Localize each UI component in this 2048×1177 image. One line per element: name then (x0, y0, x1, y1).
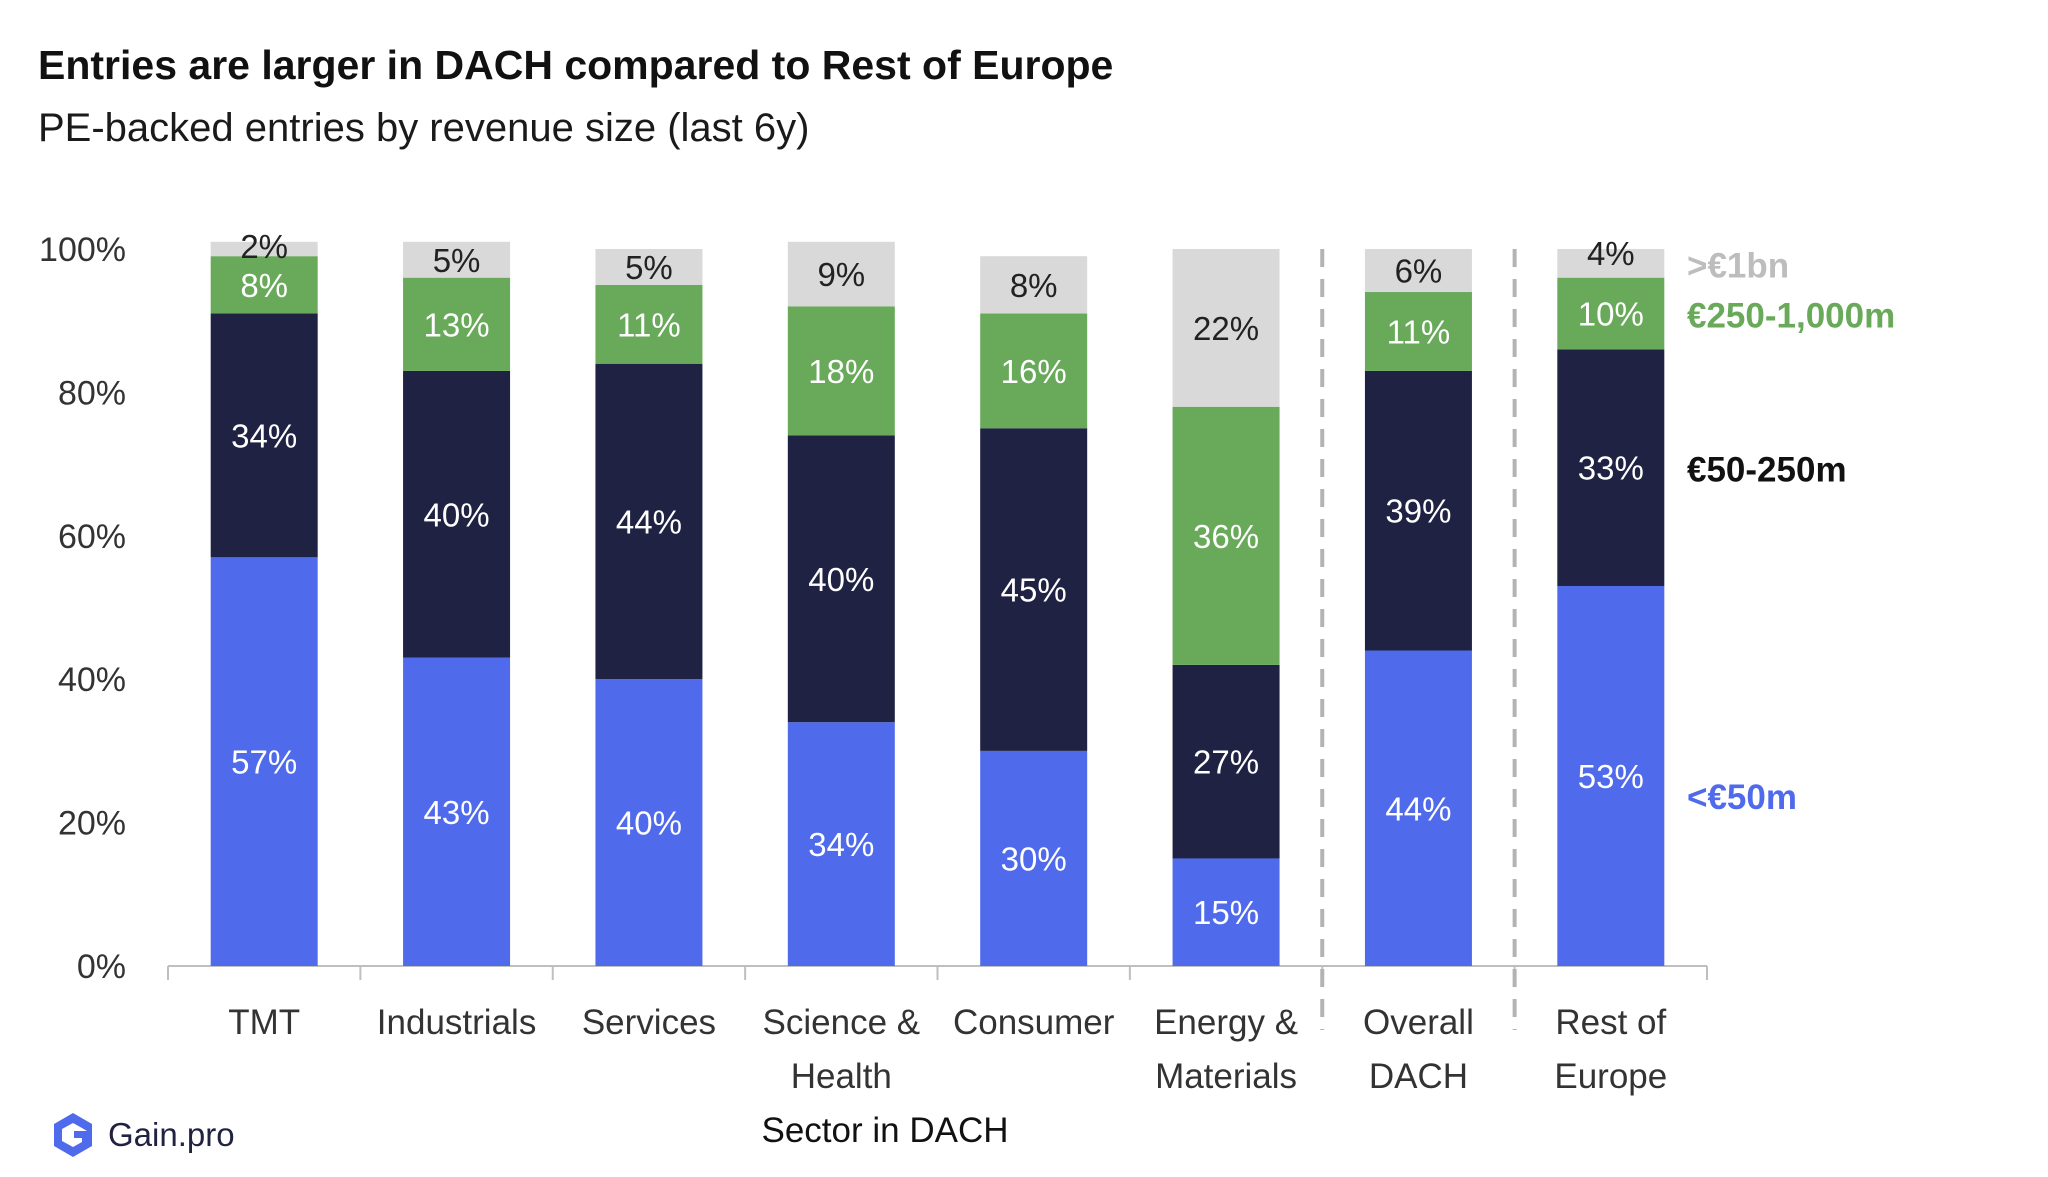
legend-label: <€50m (1687, 778, 1797, 817)
bar-data-label: 18% (808, 353, 874, 390)
bar-segment (1172, 664, 1280, 859)
bar-segment (210, 256, 318, 314)
bar-segment (787, 435, 895, 723)
bar-segment (1364, 292, 1472, 371)
y-tick-label: 0% (77, 948, 126, 986)
bar-segment (210, 557, 318, 966)
x-tick-label: Consumer (953, 1003, 1115, 1042)
legend-label: >€1bn (1687, 246, 1789, 285)
x-tick-label: Materials (1155, 1057, 1297, 1096)
bar-data-label: 5% (625, 249, 673, 286)
bar-segment (1172, 406, 1280, 665)
x-tick-label: Overall (1363, 1003, 1474, 1042)
chart-title: Entries are larger in DACH compared to R… (38, 42, 1114, 88)
bar-data-label: 57% (231, 744, 297, 781)
bar-segment (787, 241, 895, 307)
legend-label: €250-1,000m (1687, 297, 1895, 336)
bar-segment (1364, 370, 1472, 651)
bar-data-label: 15% (1193, 894, 1259, 931)
bar-segment (1172, 249, 1280, 407)
x-tick-label: Europe (1554, 1057, 1667, 1096)
bar-data-label: 10% (1578, 296, 1644, 333)
bar-data-label: 27% (1193, 744, 1259, 781)
bar-segment (403, 657, 511, 966)
bar-segment (1557, 349, 1665, 586)
brand-logo: Gain.pro (48, 1110, 235, 1160)
x-tick-label: DACH (1369, 1057, 1468, 1096)
bar-data-label: 36% (1193, 518, 1259, 555)
x-tick-label: Science & (763, 1003, 921, 1042)
bar-data-label: 16% (1001, 353, 1067, 390)
bar-data-label: 39% (1385, 493, 1451, 530)
x-tick-label: Energy & (1154, 1003, 1298, 1042)
x-tick-label: Health (791, 1057, 892, 1096)
bar-data-label: 43% (424, 794, 490, 831)
bar-data-label: 9% (817, 256, 865, 293)
bar-segment (980, 256, 1088, 314)
bar-data-label: 44% (616, 503, 682, 540)
bar-data-label: 5% (433, 242, 481, 279)
bar-segment (1557, 249, 1665, 278)
bar-segment (403, 277, 511, 371)
bar-segment (980, 313, 1088, 429)
bar-segment (787, 722, 895, 966)
bar-segment (1172, 858, 1280, 966)
bar-data-label: 33% (1578, 450, 1644, 487)
bar-data-label: 11% (617, 306, 681, 343)
bar-segment (595, 679, 703, 966)
bar-data-label: 11% (1387, 313, 1451, 350)
bar-data-label: 13% (424, 306, 490, 343)
bar-data-label: 40% (808, 561, 874, 598)
bar-segment (1557, 277, 1665, 350)
bar-data-label: 34% (231, 417, 297, 454)
bar-segment (1557, 585, 1665, 966)
bar-data-label: 8% (1010, 267, 1058, 304)
y-tick-label: 60% (58, 518, 126, 556)
x-tick-label: Services (582, 1003, 716, 1042)
bar-data-label: 6% (1395, 253, 1443, 290)
gain-pro-logo-icon (54, 1113, 92, 1157)
x-tick-label: Industrials (377, 1003, 537, 1042)
y-tick-label: 100% (39, 231, 126, 269)
bar-segment (403, 370, 511, 658)
bar-data-label: 30% (1001, 840, 1067, 877)
bar-data-label: 8% (240, 267, 288, 304)
bar-segment (980, 750, 1088, 966)
bar-segment (980, 428, 1088, 751)
bar-segment (595, 363, 703, 680)
x-tick-label: TMT (228, 1003, 300, 1042)
bar-segment (403, 241, 511, 278)
bar-segment (1364, 650, 1472, 966)
bar-data-label: 34% (808, 826, 874, 863)
bar-segment (210, 313, 318, 558)
bar-segment (595, 249, 703, 285)
bar-data-label: 53% (1578, 758, 1644, 795)
bar-data-label: 45% (1001, 572, 1067, 609)
bar-data-label: 4% (1587, 235, 1635, 272)
bar-data-label: 40% (616, 805, 682, 842)
bar-data-label: 40% (424, 496, 490, 533)
bar-data-label: 2% (240, 228, 288, 265)
brand-name: Gain.pro (108, 1116, 235, 1153)
y-tick-label: 20% (58, 805, 126, 843)
x-tick-label: Rest of (1555, 1003, 1666, 1042)
bar-segment (787, 306, 895, 436)
bar-data-label: 22% (1193, 310, 1259, 347)
bar-segment (595, 284, 703, 364)
bar-segment (1364, 249, 1472, 293)
bar-data-label: 44% (1385, 790, 1451, 827)
y-tick-label: 40% (58, 661, 126, 699)
bar-segment (210, 241, 318, 257)
legend-label: €50-250m (1687, 451, 1847, 490)
chart-subtitle: PE-backed entries by revenue size (last … (38, 106, 810, 150)
y-tick-label: 80% (58, 374, 126, 412)
x-axis-title: Sector in DACH (761, 1111, 1008, 1150)
